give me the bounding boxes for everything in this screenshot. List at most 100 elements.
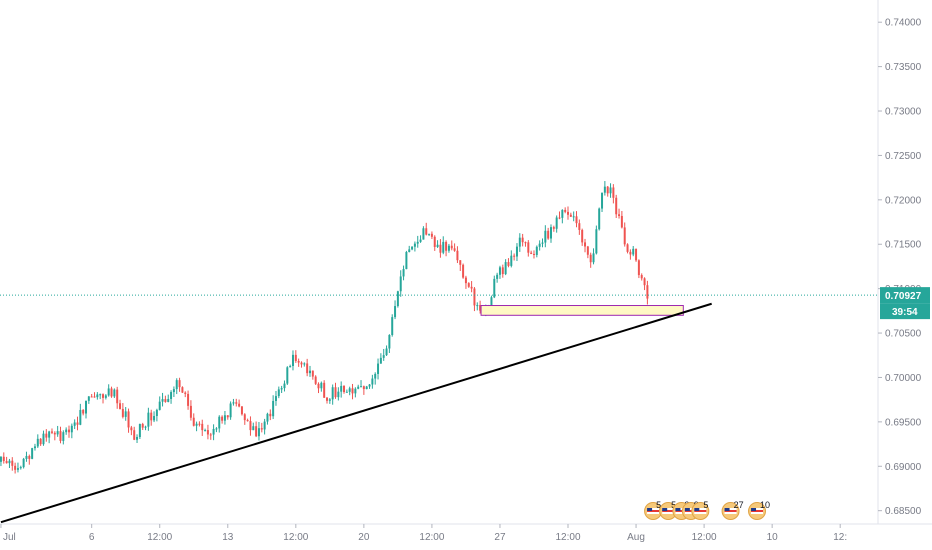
event-flag-icon[interactable]: 5 <box>644 500 663 520</box>
candle-body <box>238 403 241 407</box>
candle-body <box>504 262 507 275</box>
candle-body <box>354 388 357 394</box>
candle-body <box>70 425 73 433</box>
event-count-label: 10 <box>760 500 770 510</box>
candle-body <box>334 387 337 398</box>
support-zone-rect[interactable] <box>480 305 684 316</box>
y-tick-label: 0.68500 <box>885 506 922 517</box>
candle-body <box>133 430 136 440</box>
event-flag-icon[interactable]: 5 <box>691 500 710 520</box>
flag-canton <box>751 508 757 511</box>
candle-body <box>175 380 178 390</box>
candle-body <box>620 215 623 228</box>
candle-body <box>615 197 618 215</box>
candle-body <box>16 468 19 470</box>
candle-body <box>317 383 320 389</box>
candle-body <box>626 244 629 252</box>
x-tick-label: 10 <box>767 532 779 543</box>
candle-body <box>351 388 354 394</box>
candle-body <box>306 363 309 374</box>
x-tick-label: 20 <box>358 532 370 543</box>
event-flag-icon[interactable]: 10 <box>748 500 771 520</box>
time-axis[interactable]: Jul 6 12:00 13 12:00 20 12:00 27 12:00 Aug 12:00 10… <box>0 524 847 543</box>
candle-body <box>320 382 323 389</box>
candle-body <box>79 409 82 425</box>
candle-body <box>255 426 258 437</box>
candle-body <box>374 373 377 379</box>
candle-body <box>592 253 595 263</box>
candle-body <box>277 389 280 397</box>
candle-body <box>260 428 263 430</box>
flag-stripe-red <box>647 510 660 512</box>
candle-body <box>246 420 249 422</box>
x-tick-label: 13 <box>222 532 234 543</box>
event-count-label: 27 <box>734 500 744 510</box>
candle-body <box>181 387 184 393</box>
candle-body <box>385 348 388 356</box>
trendline[interactable] <box>0 302 712 524</box>
candle-body <box>280 388 283 390</box>
candle-body <box>428 233 431 235</box>
candle-body <box>198 423 201 425</box>
candle-body <box>447 245 450 251</box>
candle-body <box>124 411 127 417</box>
candle-body <box>589 254 592 263</box>
x-tick-label: 12:00 <box>147 532 172 543</box>
flag-stripe-red <box>684 510 697 512</box>
candle-body <box>65 429 68 433</box>
candle-body <box>11 460 14 466</box>
candle-body <box>518 237 521 247</box>
candle-body <box>569 214 572 217</box>
candle-body <box>467 283 470 287</box>
candle-body <box>39 438 42 445</box>
candle-body <box>632 248 635 255</box>
candle-body <box>303 363 306 365</box>
candle-body <box>552 227 555 229</box>
candle-body <box>269 413 272 417</box>
candle-body <box>314 376 317 384</box>
candle-body <box>119 403 122 409</box>
candle-body <box>56 431 59 435</box>
candle-body <box>337 391 340 398</box>
candle-body <box>541 242 544 244</box>
candle-body <box>501 267 504 275</box>
candle-body <box>252 426 255 431</box>
candle-body <box>422 228 425 240</box>
candle-body <box>493 278 496 298</box>
candle-body <box>104 395 107 398</box>
flag-stripe-red <box>751 510 764 512</box>
candle-body <box>150 412 153 421</box>
candle-body <box>311 370 314 377</box>
candle-body <box>127 411 130 428</box>
candle-body <box>396 291 399 307</box>
candle-body <box>87 396 90 401</box>
candle-body <box>586 246 589 255</box>
candle-body <box>229 403 232 418</box>
candle-body <box>235 402 238 404</box>
candle-body <box>263 421 266 430</box>
candle-body <box>243 414 246 421</box>
candle-body <box>413 243 416 247</box>
economic-events[interactable]: 552952710 <box>644 500 771 520</box>
candle-body <box>530 252 533 254</box>
candle-body <box>286 367 289 384</box>
candle-body <box>257 428 260 437</box>
candle-body <box>96 394 99 398</box>
event-flag-icon[interactable]: 27 <box>721 500 744 520</box>
trendline-segment[interactable] <box>0 302 712 524</box>
candle-body <box>490 297 493 306</box>
candle-body <box>496 274 499 279</box>
price-tags: 0.70927 39:54 <box>880 287 930 320</box>
candle-body <box>345 391 348 393</box>
candle-body <box>204 430 207 432</box>
event-flag-icon[interactable]: 5 <box>659 500 678 520</box>
candle-body <box>232 402 235 404</box>
candle-body <box>510 255 513 266</box>
candle-body <box>456 250 459 261</box>
candle-body <box>535 246 538 255</box>
support-zone[interactable] <box>480 305 684 316</box>
candle-body <box>5 461 8 464</box>
candle-body <box>147 412 150 427</box>
candle-body <box>606 186 609 194</box>
